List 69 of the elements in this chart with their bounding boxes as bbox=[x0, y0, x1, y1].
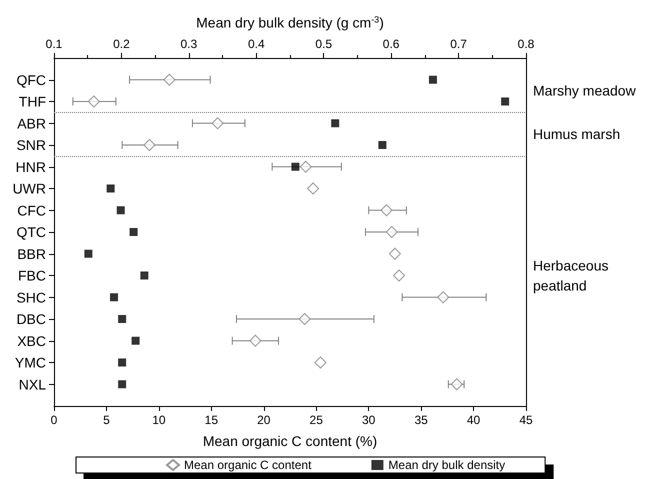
point bbox=[118, 358, 126, 366]
point bbox=[380, 204, 392, 216]
y-tick-label: XBC bbox=[17, 332, 46, 349]
x2-tick-label: 0.6 bbox=[382, 37, 400, 51]
point bbox=[437, 291, 450, 304]
point bbox=[106, 184, 115, 192]
point bbox=[393, 270, 406, 282]
x-tick-label: 35 bbox=[414, 413, 428, 427]
text: Marshy meadow bbox=[533, 82, 637, 99]
point bbox=[88, 96, 100, 108]
y-tick-label: DBC bbox=[16, 311, 46, 327]
point bbox=[314, 356, 326, 368]
y-tick-label: NXL bbox=[18, 376, 46, 392]
x-tick-label: 10 bbox=[152, 413, 166, 427]
y-tick-label: SNR bbox=[16, 137, 46, 153]
x2-tick-label: 0.1 bbox=[46, 37, 63, 51]
point bbox=[386, 226, 398, 238]
x-tick-label: 20 bbox=[257, 413, 271, 427]
text: Herbaceous peatland bbox=[533, 258, 612, 294]
point bbox=[249, 334, 262, 347]
point bbox=[331, 119, 340, 128]
x2-tick-label: 0.3 bbox=[180, 37, 198, 51]
point bbox=[307, 182, 320, 194]
point bbox=[84, 250, 92, 258]
y-tick-label: FBC bbox=[18, 268, 46, 284]
point bbox=[140, 272, 148, 280]
x2-tick-label: 0.4 bbox=[248, 37, 265, 51]
x-axis-title: Mean organic C content (%) bbox=[202, 433, 378, 449]
point bbox=[298, 313, 311, 325]
point bbox=[116, 206, 125, 214]
x2-tick-label: 0.7 bbox=[450, 37, 468, 51]
point bbox=[163, 74, 176, 86]
x-tick-label: 15 bbox=[204, 413, 218, 427]
point bbox=[388, 248, 401, 260]
y-tick-label: YMC bbox=[14, 354, 46, 370]
y-tick-label: CFC bbox=[17, 202, 46, 218]
point bbox=[130, 228, 138, 236]
y-tick-label: ABR bbox=[17, 115, 46, 132]
legend-label: Mean organic C content bbox=[184, 458, 312, 472]
y-tick-label: BBR bbox=[17, 246, 46, 262]
y-tick-label: QTC bbox=[16, 224, 46, 240]
point bbox=[450, 378, 463, 390]
point bbox=[143, 139, 156, 151]
point bbox=[118, 315, 126, 323]
point bbox=[110, 293, 118, 302]
x-tick-label: 25 bbox=[310, 413, 324, 427]
y-tick-label: HNR bbox=[16, 158, 46, 175]
point bbox=[428, 76, 437, 84]
y-tick-label: THF bbox=[18, 94, 46, 110]
legend-label: Mean dry bulk density bbox=[388, 458, 506, 472]
y-tick-label: UWR bbox=[12, 180, 46, 196]
x-tick-label: 45 bbox=[519, 413, 533, 427]
x-tick-label: 30 bbox=[362, 413, 376, 427]
x2-tick-label: 0.5 bbox=[315, 37, 332, 51]
x2-tick-label: 0.2 bbox=[113, 37, 130, 51]
point bbox=[300, 160, 312, 173]
point bbox=[291, 162, 300, 171]
x-tick-label: 0 bbox=[50, 413, 58, 427]
x2-tick-label: 0.8 bbox=[518, 37, 535, 51]
point bbox=[378, 141, 386, 149]
text: Humus marsh bbox=[533, 126, 620, 142]
x-tick-label: 40 bbox=[466, 413, 481, 427]
y-tick-label: SHC bbox=[16, 289, 46, 306]
x-tick-label: 5 bbox=[103, 413, 110, 427]
y-tick-label: QFC bbox=[16, 72, 46, 88]
point bbox=[118, 380, 126, 388]
point bbox=[501, 98, 510, 106]
point bbox=[212, 117, 224, 130]
point bbox=[132, 336, 140, 345]
